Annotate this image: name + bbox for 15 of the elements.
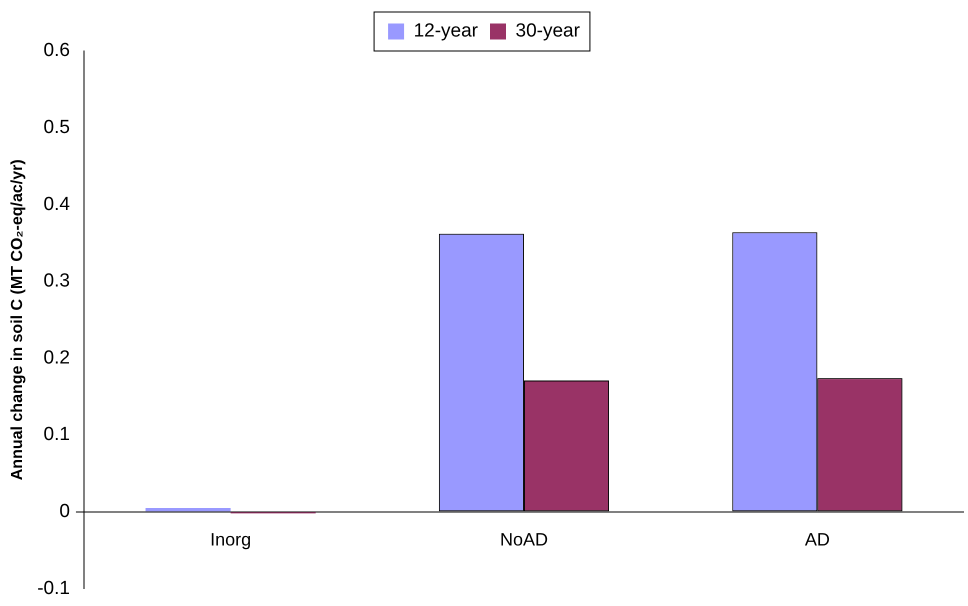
y-tick-label: 0.5 (44, 117, 70, 138)
legend-label: 12-year (414, 20, 479, 42)
x-tick-label: Inorg (210, 530, 252, 550)
y-tick-label: 0.2 (44, 347, 70, 368)
y-tick-label: 0.4 (44, 194, 70, 215)
y-tick-label: 0 (59, 501, 70, 522)
bar (146, 508, 231, 512)
y-tick-label: 0.1 (44, 424, 70, 446)
legend-label: 30-year (516, 20, 581, 42)
x-tick-label: AD (804, 530, 830, 550)
y-axis-title: Annual change in soil C (MT CO₂-eq/ac/yr) (9, 159, 26, 480)
y-tick-label: 0.3 (44, 270, 70, 292)
y-tick-label: -0.1 (37, 578, 70, 599)
y-tick-label: 0.6 (44, 40, 70, 62)
x-tick-label: NoAD (500, 530, 548, 550)
